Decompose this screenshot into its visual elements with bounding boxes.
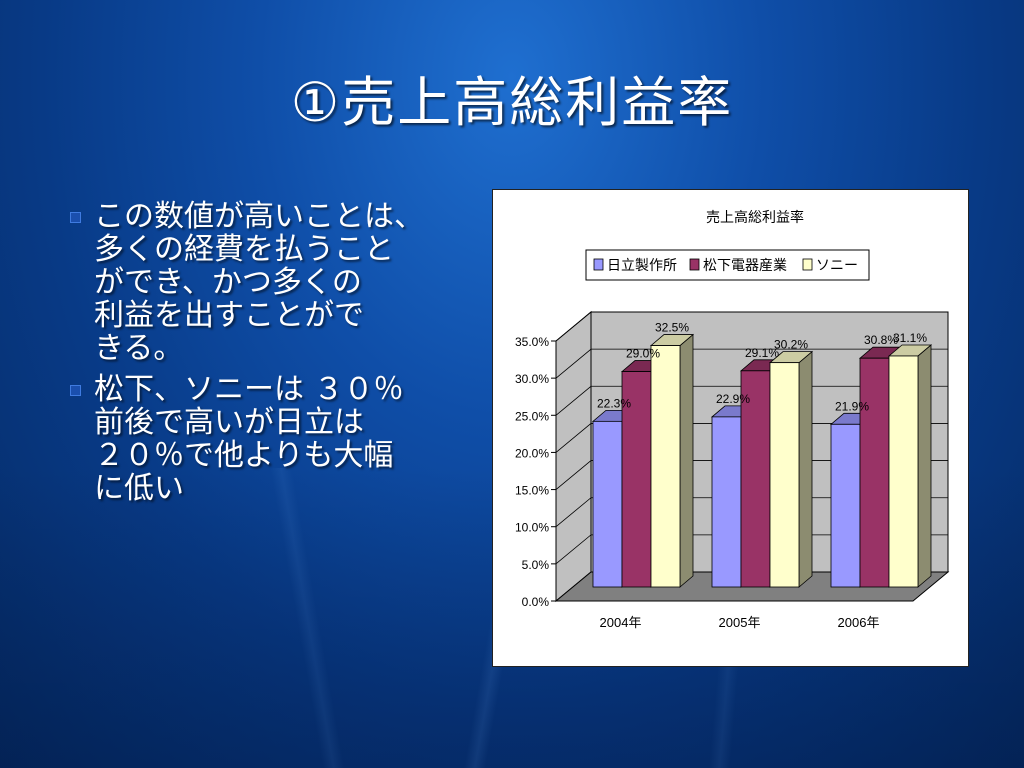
x-tick-label: 2006年	[838, 615, 880, 630]
legend-swatch	[593, 258, 604, 271]
y-tick-label: 5.0%	[522, 558, 550, 572]
slide-title: ①売上高総利益率	[290, 71, 734, 134]
y-tick-label: 10.0%	[515, 521, 549, 535]
gridline	[555, 534, 948, 565]
bullet-list: この数値が高いことは、 多くの経費を払うこと ができ、かつ多くの 利益を出すこと…	[70, 200, 470, 513]
bar-front	[621, 371, 652, 588]
gridline	[555, 348, 948, 379]
legend-box	[585, 249, 870, 281]
data-label: 31.1%	[893, 331, 927, 345]
bar	[887, 344, 933, 588]
data-label: 29.1%	[745, 346, 779, 360]
bullet-item: この数値が高いことは、 多くの経費を払うこと ができ、かつ多くの 利益を出すこと…	[70, 200, 470, 365]
bar-front	[888, 355, 919, 588]
y-tick-label: 30.0%	[515, 372, 549, 386]
bar-front	[592, 420, 623, 588]
y-tick-label: 0.0%	[522, 595, 550, 609]
chart-bars	[591, 333, 933, 588]
y-tick-label: 35.0%	[515, 335, 549, 349]
data-label: 32.5%	[655, 321, 689, 335]
gridline	[555, 385, 948, 416]
chart-y-axis: 0.0% 5.0% 10.0% 15.0% 20.0% 25.0% 30.0% 35.0%	[515, 335, 557, 609]
data-label: 22.9%	[716, 392, 750, 406]
legend-swatch	[802, 258, 813, 271]
chart-title: 売上高総利益率	[706, 209, 804, 225]
chart-legend: 日立製作所 松下電器産業 ソニー	[585, 249, 870, 281]
bullet-square-icon	[70, 385, 81, 396]
legend-label: 日立製作所	[607, 257, 677, 273]
gridline	[555, 311, 948, 342]
x-tick-label: 2005年	[719, 615, 761, 630]
x-tick-label: 2004年	[600, 615, 642, 630]
data-label: 29.0%	[626, 347, 660, 361]
data-label: 22.3%	[597, 396, 631, 410]
data-label: 21.9%	[835, 399, 869, 413]
chart-container: 0.0% 5.0% 10.0% 15.0% 20.0% 25.0% 30.0% 35.0% 2…	[492, 189, 969, 667]
bar-front	[769, 362, 800, 588]
bar-side	[798, 350, 813, 588]
bar	[768, 350, 814, 588]
y-tick-label: 20.0%	[515, 446, 549, 460]
y-tick-label: 25.0%	[515, 409, 549, 423]
gridline	[555, 497, 948, 528]
bar-side	[917, 344, 932, 588]
data-label: 30.8%	[864, 333, 898, 347]
legend-swatch	[689, 258, 700, 271]
y-tick-label: 15.0%	[515, 484, 549, 498]
bullet-text: 松下、ソニーは ３０％ 前後で高いが日立は ２０％で他よりも大幅 に低い	[94, 372, 404, 506]
gridline	[555, 423, 948, 453]
chart-gridlines	[555, 311, 948, 565]
side-wall	[555, 310, 592, 603]
legend-label: ソニー	[816, 257, 858, 273]
bar-side	[679, 333, 694, 588]
bullet-item: 松下、ソニーは ３０％ 前後で高いが日立は ２０％で他よりも大幅 に低い	[70, 373, 470, 505]
chart-data-labels: 22.3% 29.0% 32.5% 22.9% 29.1%30.2% 21.9% 30.8%…	[597, 321, 927, 414]
bar-front	[711, 416, 742, 588]
bullet-square-icon	[70, 212, 81, 223]
bullet-text: この数値が高いことは、 多くの経費を払うこと ができ、かつ多くの 利益を出すこと…	[94, 199, 424, 366]
bar-chart-3d: 0.0% 5.0% 10.0% 15.0% 20.0% 25.0% 30.0% 35.0% 2…	[515, 209, 950, 630]
gridline	[555, 460, 948, 490]
bar	[649, 333, 695, 588]
legend-label: 松下電器産業	[703, 257, 787, 273]
bar-front	[740, 370, 771, 588]
bar-front	[830, 423, 861, 588]
chart-x-axis: 2004年 2005年 2006年	[600, 615, 880, 630]
bar-front	[650, 345, 681, 588]
bar-front	[859, 357, 890, 588]
data-label: 30.2%	[774, 338, 808, 352]
